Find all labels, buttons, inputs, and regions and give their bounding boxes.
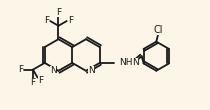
Text: N: N xyxy=(88,66,95,75)
Text: N: N xyxy=(50,66,56,75)
Text: F: F xyxy=(30,78,35,87)
Text: F: F xyxy=(18,65,23,74)
Text: F: F xyxy=(56,8,61,17)
Text: F: F xyxy=(68,16,73,25)
Text: N: N xyxy=(132,58,139,67)
Text: Cl: Cl xyxy=(154,25,163,35)
Text: F: F xyxy=(38,76,43,84)
Text: NH: NH xyxy=(119,58,133,67)
Text: F: F xyxy=(44,16,49,25)
